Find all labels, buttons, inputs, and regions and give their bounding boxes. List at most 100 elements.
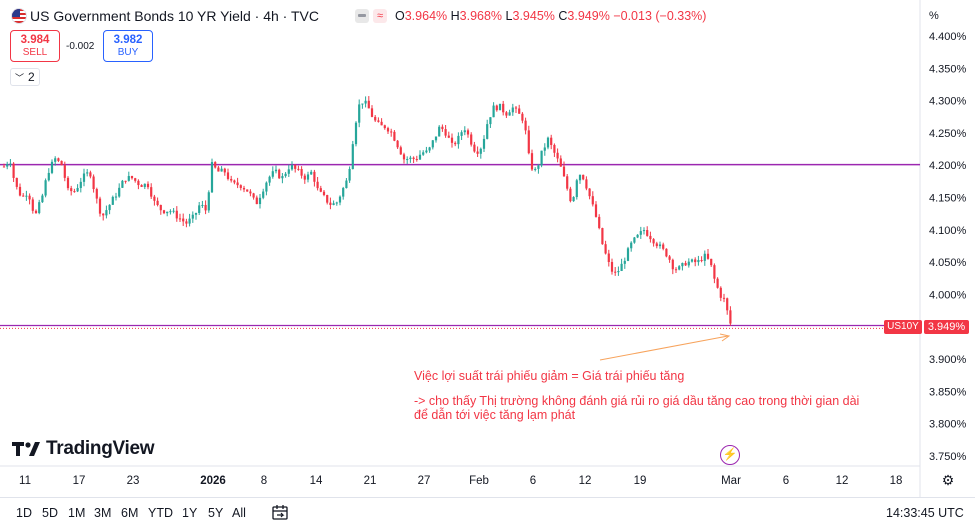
candle-body <box>598 216 601 229</box>
time-tick-label: 17 <box>72 475 86 487</box>
high-value: 3.968% <box>459 9 503 23</box>
candle-body <box>98 198 102 214</box>
tradingview-logo[interactable]: TradingView <box>12 438 155 460</box>
annotation-arrow[interactable] <box>599 335 729 361</box>
symbol-title[interactable]: US Government Bonds 10 YR Yield · 4h · T… <box>30 8 319 24</box>
utc-clock[interactable]: 14:33:45 UTC <box>886 506 964 520</box>
candle-body <box>354 122 358 145</box>
candle-body <box>425 150 428 153</box>
candle-body <box>230 178 233 181</box>
candle-body <box>578 174 582 181</box>
candle-body <box>2 166 6 168</box>
candle-body <box>569 188 572 202</box>
candle-body <box>524 120 527 131</box>
range-button-3m[interactable]: 3M <box>94 506 112 520</box>
candle-body <box>63 165 66 178</box>
candle-body <box>239 185 242 188</box>
candle-body <box>623 260 626 264</box>
sell-button[interactable]: 3.984 SELL <box>10 30 60 62</box>
candle-body <box>457 135 460 145</box>
sell-price: 3.984 <box>20 34 50 46</box>
candle-body <box>326 195 329 203</box>
price-chart[interactable]: 4.400% 4.350% 4.300% 4.250% 4.200% 4.150% 4.10… <box>0 0 975 497</box>
range-button-5d[interactable]: 5D <box>42 506 58 520</box>
candle-body <box>313 171 316 182</box>
candle-body <box>271 171 274 177</box>
time-tick-label: 23 <box>126 475 140 487</box>
candle-body <box>57 158 60 161</box>
annotation-line-1[interactable]: Việc lợi suất trái phiếu giảm = Giá trái… <box>414 369 685 383</box>
candle-body <box>412 157 415 159</box>
gear-icon[interactable]: ⚙ <box>941 472 955 488</box>
time-tick-label: 6 <box>529 475 537 487</box>
candle-body <box>159 204 162 211</box>
candle-body <box>486 124 489 139</box>
candle-body <box>678 266 681 270</box>
price-tick-label: 4.300% <box>929 96 967 108</box>
candle-body <box>562 166 566 177</box>
candle-body <box>233 180 236 183</box>
candle-body <box>297 168 300 170</box>
candle-body <box>630 242 633 249</box>
candle-body <box>438 126 441 137</box>
candle-body <box>73 191 76 193</box>
candle-body <box>108 204 111 211</box>
candle-body <box>18 186 22 196</box>
candle-body <box>700 260 703 262</box>
candle-body <box>41 195 44 203</box>
candle-body <box>665 248 668 257</box>
candle-body <box>28 195 31 200</box>
candle-body <box>582 174 585 180</box>
candle-body <box>38 202 41 214</box>
candle-body <box>127 176 130 181</box>
candle-body <box>134 178 137 181</box>
candle-body <box>713 265 716 279</box>
candle-body <box>12 163 15 178</box>
candle-body <box>79 181 82 188</box>
range-button-ytd[interactable]: YTD <box>148 506 173 520</box>
candle-body <box>76 187 79 192</box>
candle-body <box>450 137 454 143</box>
candle-body <box>322 191 326 196</box>
candles <box>2 96 732 326</box>
compare-wave-icon[interactable]: ≈ <box>373 9 387 23</box>
lightning-icon[interactable]: ⚡ <box>720 445 740 465</box>
candle-body <box>687 261 690 266</box>
low-label: L <box>505 9 513 23</box>
annotation-line-3[interactable]: để dẫn tới việc tăng lạm phát <box>414 408 576 422</box>
close-label: C <box>558 9 568 23</box>
candle-body <box>662 244 665 249</box>
hide-icon[interactable] <box>355 9 369 23</box>
candle-body <box>697 260 700 263</box>
price-tick-label: 4.050% <box>929 257 967 269</box>
candle-body <box>466 130 470 135</box>
candle-body <box>383 125 386 129</box>
candle-body <box>607 253 610 263</box>
candle-body <box>294 164 297 169</box>
indicators-toggle[interactable]: ﹀ 2 <box>10 68 40 86</box>
candle-body <box>655 243 658 247</box>
candle-body <box>201 204 204 206</box>
range-button-5y[interactable]: 5Y <box>208 506 224 520</box>
candle-body <box>34 210 38 214</box>
range-button-1m[interactable]: 1M <box>68 506 86 520</box>
candle-body <box>153 196 156 201</box>
calendar-goto-icon[interactable] <box>271 504 289 522</box>
range-button-all[interactable]: All <box>232 506 246 520</box>
candle-body <box>498 103 502 111</box>
candle-body <box>284 173 287 177</box>
buy-button[interactable]: 3.982 BUY <box>103 30 153 62</box>
candle-body <box>726 298 729 311</box>
candle-body <box>207 192 210 211</box>
range-button-1y[interactable]: 1Y <box>182 506 198 520</box>
price-unit: % <box>929 10 939 22</box>
candle-body <box>386 128 390 132</box>
range-button-6m[interactable]: 6M <box>121 506 139 520</box>
candle-body <box>530 153 534 170</box>
annotation-line-2[interactable]: -> cho thấy Thị trường không đánh giá rủ… <box>414 394 860 408</box>
open-value: 3.964% <box>404 9 448 23</box>
price-tick-label: 3.750% <box>929 451 967 463</box>
time-tick-label: 12 <box>578 475 592 487</box>
candle-body <box>556 152 559 159</box>
range-button-1d[interactable]: 1D <box>16 506 32 520</box>
